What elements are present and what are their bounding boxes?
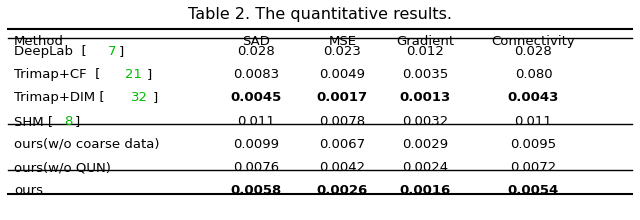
Text: ours(w/o coarse data): ours(w/o coarse data) bbox=[14, 138, 159, 151]
Text: 0.0032: 0.0032 bbox=[402, 115, 448, 128]
Text: 0.0099: 0.0099 bbox=[233, 138, 279, 151]
Text: 0.0024: 0.0024 bbox=[402, 161, 448, 174]
Text: 0.0054: 0.0054 bbox=[508, 184, 559, 197]
Text: 0.0067: 0.0067 bbox=[319, 138, 365, 151]
Text: 0.028: 0.028 bbox=[515, 45, 552, 58]
Text: 8: 8 bbox=[65, 115, 73, 128]
Text: 0.0076: 0.0076 bbox=[233, 161, 279, 174]
Text: Trimap+CF  [: Trimap+CF [ bbox=[14, 68, 100, 81]
Text: 0.0095: 0.0095 bbox=[511, 138, 557, 151]
Text: 7: 7 bbox=[108, 45, 116, 58]
Text: Gradient: Gradient bbox=[396, 35, 454, 48]
Text: SAD: SAD bbox=[243, 35, 270, 48]
Text: 0.0042: 0.0042 bbox=[319, 161, 365, 174]
Text: 0.080: 0.080 bbox=[515, 68, 552, 81]
Text: ]: ] bbox=[147, 68, 152, 81]
Text: 0.0078: 0.0078 bbox=[319, 115, 365, 128]
Text: ]: ] bbox=[152, 91, 157, 104]
Text: MSE: MSE bbox=[328, 35, 356, 48]
Text: 0.028: 0.028 bbox=[237, 45, 275, 58]
Text: Connectivity: Connectivity bbox=[492, 35, 575, 48]
Text: 0.0013: 0.0013 bbox=[399, 91, 451, 104]
Text: 0.0072: 0.0072 bbox=[510, 161, 557, 174]
Text: 0.0045: 0.0045 bbox=[230, 91, 282, 104]
Text: ]: ] bbox=[118, 45, 124, 58]
Text: ours(w/o QUN): ours(w/o QUN) bbox=[14, 161, 111, 174]
Text: 21: 21 bbox=[125, 68, 142, 81]
Text: Method: Method bbox=[14, 35, 64, 48]
Text: 0.0017: 0.0017 bbox=[317, 91, 368, 104]
Text: ]: ] bbox=[75, 115, 81, 128]
Text: 0.011: 0.011 bbox=[237, 115, 275, 128]
Text: 0.0016: 0.0016 bbox=[399, 184, 451, 197]
Text: ours: ours bbox=[14, 184, 43, 197]
Text: Trimap+DIM [: Trimap+DIM [ bbox=[14, 91, 105, 104]
Text: 0.023: 0.023 bbox=[323, 45, 361, 58]
Text: 0.012: 0.012 bbox=[406, 45, 444, 58]
Text: 0.011: 0.011 bbox=[515, 115, 552, 128]
Text: Table 2. The quantitative results.: Table 2. The quantitative results. bbox=[188, 7, 452, 22]
Text: DeepLab  [: DeepLab [ bbox=[14, 45, 87, 58]
Text: SHM [: SHM [ bbox=[14, 115, 53, 128]
Text: 32: 32 bbox=[131, 91, 148, 104]
Text: 0.0026: 0.0026 bbox=[317, 184, 368, 197]
Text: 0.0043: 0.0043 bbox=[508, 91, 559, 104]
Text: 0.0035: 0.0035 bbox=[402, 68, 448, 81]
Text: 0.0049: 0.0049 bbox=[319, 68, 365, 81]
Text: 0.0058: 0.0058 bbox=[230, 184, 282, 197]
Text: 0.0029: 0.0029 bbox=[402, 138, 448, 151]
Text: 0.0083: 0.0083 bbox=[233, 68, 279, 81]
